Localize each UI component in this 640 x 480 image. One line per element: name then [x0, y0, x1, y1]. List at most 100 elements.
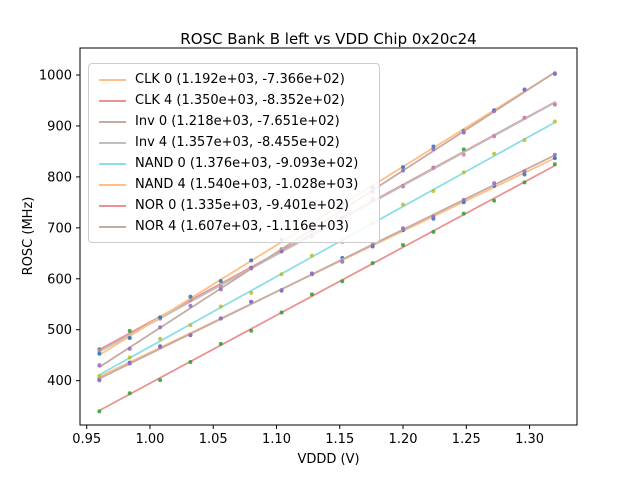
data-point-inv-0 [218, 316, 223, 321]
legend-line-sample [99, 99, 126, 102]
data-point-inv-0 [309, 271, 314, 276]
legend-label: CLK 0 (1.192e+03, -7.366e+02) [135, 72, 345, 87]
data-point-inv-0 [401, 226, 406, 231]
data-point-nor-0 [97, 409, 102, 414]
data-point-nand-0 [431, 189, 436, 194]
data-point-nor-4 [552, 71, 557, 76]
data-point-inv-0 [97, 378, 102, 383]
data-point-inv-4 [461, 152, 466, 157]
data-point-nor-0 [249, 328, 254, 333]
data-point-clk-0 [552, 156, 557, 161]
data-point-nor-0 [188, 359, 193, 364]
data-point-nand-0 [97, 374, 102, 379]
legend-row-inv-4: Inv 4 (1.357e+03, -8.455e+02) [97, 132, 371, 153]
data-point-nand-0 [552, 119, 557, 124]
data-point-nor-4 [492, 109, 497, 114]
data-point-nor-4 [249, 265, 254, 270]
x-tick-label: 1.25 [452, 432, 481, 447]
data-point-nor-4 [158, 325, 163, 330]
chart-title: ROSC Bank B left vs VDD Chip 0x20c24 [180, 30, 477, 48]
data-point-nand-0 [522, 138, 527, 143]
data-point-inv-0 [522, 169, 527, 174]
data-point-inv-4 [492, 134, 497, 139]
legend-line-sample [99, 78, 126, 81]
data-point-nand-0 [188, 323, 193, 328]
legend-line-sample [99, 204, 126, 207]
data-point-nand-0 [218, 304, 223, 309]
data-point-clk-0 [522, 172, 527, 177]
data-point-nor-0 [492, 198, 497, 203]
legend-line-sample [99, 183, 126, 186]
data-point-nand-0 [461, 170, 466, 175]
data-point-nor-0 [370, 261, 375, 266]
legend-label: NOR 4 (1.607e+03, -1.116e+03) [135, 219, 349, 234]
y-tick-label: 1000 [39, 69, 72, 84]
y-axis-label: ROSC (MHz) [21, 196, 36, 276]
data-point-nor-4 [401, 168, 406, 173]
data-point-inv-4 [97, 348, 102, 353]
legend-line-sample [99, 225, 126, 228]
data-point-nor-0 [461, 211, 466, 216]
data-point-nor-0 [158, 378, 163, 383]
data-point-inv-4 [522, 115, 527, 120]
y-tick-label: 600 [47, 272, 72, 287]
data-point-nor-4 [127, 346, 132, 351]
data-point-nand-4 [188, 294, 193, 299]
data-point-nor-0 [431, 229, 436, 234]
data-point-inv-0 [552, 152, 557, 157]
data-point-nand-0 [492, 151, 497, 156]
data-point-inv-0 [249, 299, 254, 304]
data-point-nor-4 [188, 303, 193, 308]
y-tick-label: 800 [47, 170, 72, 185]
x-tick-label: 1.00 [135, 432, 164, 447]
data-point-nand-0 [158, 336, 163, 341]
legend-label: NAND 0 (1.376e+03, -9.093e+02) [135, 156, 359, 171]
legend: CLK 0 (1.192e+03, -7.366e+02) CLK 4 (1.35… [88, 63, 380, 243]
data-point-nand-4 [401, 165, 406, 170]
data-point-nand-4 [158, 315, 163, 320]
y-tick-label: 400 [47, 374, 72, 389]
data-point-nor-0 [552, 162, 557, 167]
legend-row-clk-0: CLK 0 (1.192e+03, -7.366e+02) [97, 69, 371, 90]
x-tick-label: 1.15 [325, 432, 354, 447]
data-point-nand-4 [218, 279, 223, 284]
data-point-nor-0 [127, 391, 132, 396]
legend-line-sample [99, 120, 126, 123]
x-tick-label: 0.95 [72, 432, 101, 447]
data-point-nor-4 [218, 287, 223, 292]
legend-line-sample [99, 141, 126, 144]
y-tick-label: 900 [47, 119, 72, 134]
legend-row-nor-0: NOR 0 (1.335e+03, -9.401e+02) [97, 195, 371, 216]
data-point-nor-0 [340, 279, 345, 284]
data-point-nor-4 [431, 147, 436, 152]
legend-row-nand-0: NAND 0 (1.376e+03, -9.093e+02) [97, 153, 371, 174]
fit-line-nor-0 [98, 164, 556, 412]
data-point-inv-0 [492, 181, 497, 186]
data-point-nor-0 [522, 180, 527, 185]
data-point-nor-4 [279, 249, 284, 254]
legend-row-clk-4: CLK 4 (1.350e+03, -8.352e+02) [97, 90, 371, 111]
data-point-inv-0 [158, 344, 163, 349]
legend-label: CLK 4 (1.350e+03, -8.352e+02) [135, 93, 345, 108]
x-tick-label: 1.10 [262, 432, 291, 447]
data-point-inv-0 [279, 288, 284, 293]
data-point-inv-0 [188, 333, 193, 338]
data-point-inv-4 [431, 166, 436, 171]
data-point-nor-4 [461, 130, 466, 135]
data-point-nand-0 [249, 290, 254, 295]
data-point-nand-4 [97, 351, 102, 356]
data-point-inv-0 [370, 242, 375, 247]
data-point-nor-0 [218, 341, 223, 346]
data-point-nand-0 [279, 272, 284, 277]
x-axis-label: VDDD (V) [297, 452, 360, 467]
data-point-nand-4 [249, 258, 254, 263]
data-point-nor-0 [279, 310, 284, 315]
x-tick-label: 1.05 [199, 432, 228, 447]
data-point-inv-0 [127, 361, 132, 366]
legend-label: NAND 4 (1.540e+03, -1.028e+03) [135, 177, 359, 192]
legend-label: Inv 4 (1.357e+03, -8.455e+02) [135, 135, 340, 150]
legend-row-inv-0: Inv 0 (1.218e+03, -7.651e+02) [97, 111, 371, 132]
data-point-nand-4 [127, 336, 132, 341]
legend-line-sample [99, 162, 126, 165]
